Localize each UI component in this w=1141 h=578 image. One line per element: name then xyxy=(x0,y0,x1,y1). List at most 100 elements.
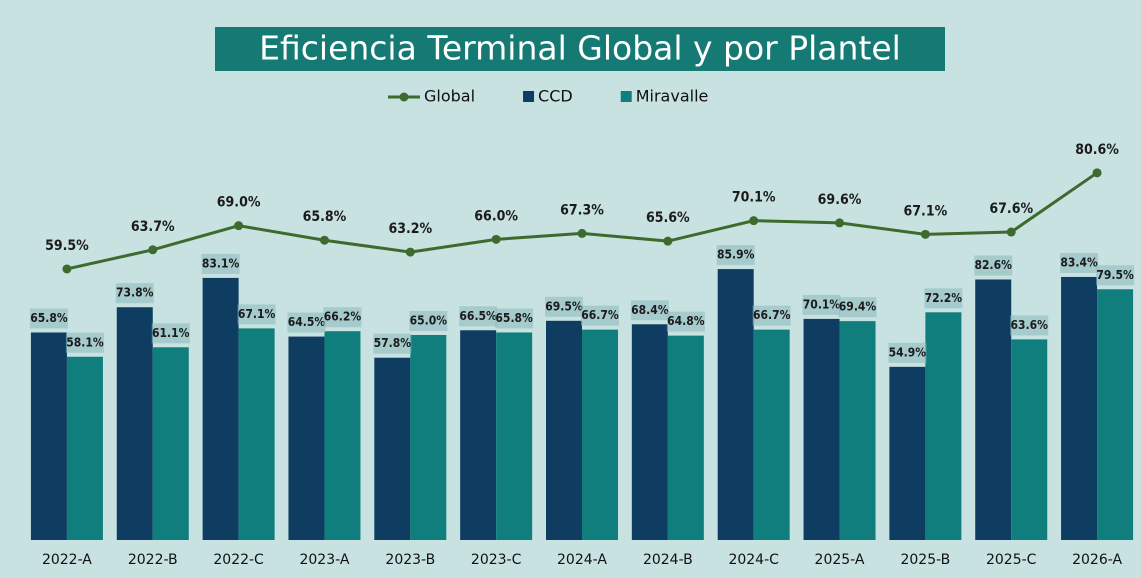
x-tick-label: 2024-C xyxy=(728,552,779,568)
x-tick-label: 2023-C xyxy=(471,552,522,568)
line-value-label: 63.2% xyxy=(388,221,432,237)
bar-value-label: 70.1% xyxy=(803,297,841,311)
label-bg xyxy=(373,333,412,354)
label-bg xyxy=(974,255,1013,276)
label-bg xyxy=(201,253,240,274)
bar-value-label: 79.5% xyxy=(1096,268,1134,282)
bar xyxy=(753,329,790,540)
bar xyxy=(238,328,275,540)
bar-value-label: 83.4% xyxy=(1060,255,1098,269)
bar xyxy=(202,277,239,540)
bar xyxy=(1011,339,1048,540)
line-marker xyxy=(62,264,72,274)
bar xyxy=(1061,276,1098,540)
bar xyxy=(116,307,153,540)
line-marker xyxy=(835,218,845,228)
bar xyxy=(889,366,926,540)
bar-value-label: 69.4% xyxy=(839,300,877,314)
bar xyxy=(496,332,533,540)
bar xyxy=(1097,289,1134,540)
bar-value-label: 68.4% xyxy=(631,303,669,317)
line-marker xyxy=(663,236,673,246)
legend-marker xyxy=(399,92,409,102)
x-tick-label: 2025-B xyxy=(900,552,950,568)
label-bg xyxy=(802,294,841,315)
bar-value-label: 85.9% xyxy=(717,248,755,262)
label-bg xyxy=(752,305,791,326)
bar-value-label: 82.6% xyxy=(975,258,1013,272)
legend-swatch xyxy=(620,91,632,102)
bar-value-label: 66.7% xyxy=(581,308,619,322)
title-box xyxy=(215,27,945,71)
bar-value-label: 61.1% xyxy=(152,326,190,340)
bar-value-label: 58.1% xyxy=(66,335,104,349)
label-bg xyxy=(29,308,68,329)
label-bg xyxy=(666,311,705,332)
label-bg xyxy=(1096,265,1135,286)
x-tick-label: 2025-C xyxy=(986,552,1037,568)
bar-value-label: 64.8% xyxy=(667,314,705,328)
bar xyxy=(152,347,189,540)
label-bg xyxy=(1010,315,1049,336)
bar xyxy=(374,357,411,540)
line-value-label: 67.6% xyxy=(989,201,1033,217)
bar-value-label: 57.8% xyxy=(374,336,412,350)
line-marker xyxy=(1092,168,1102,178)
bar xyxy=(324,331,361,540)
line-marker xyxy=(491,234,501,244)
chart-title: Eficiencia Terminal Global y por Plantel xyxy=(259,29,901,68)
line-marker xyxy=(749,216,759,226)
line-value-label: 80.6% xyxy=(1075,142,1119,158)
bar-value-label: 66.2% xyxy=(324,310,362,324)
bar xyxy=(30,332,67,540)
line-marker xyxy=(148,245,158,255)
label-bg xyxy=(630,300,669,321)
bar-value-label: 66.7% xyxy=(753,308,791,322)
legend: Global CCD Miravalle xyxy=(388,87,708,106)
bar xyxy=(839,321,876,540)
line-value-label: 59.5% xyxy=(45,238,89,254)
bar xyxy=(460,330,497,540)
label-bg xyxy=(237,304,276,325)
label-bg xyxy=(409,311,448,331)
line-value-label: 70.1% xyxy=(732,190,776,206)
bar xyxy=(288,336,325,540)
bar-value-label: 65.0% xyxy=(410,314,448,328)
legend-label: CCD xyxy=(538,87,573,106)
bar-value-label: 69.5% xyxy=(545,299,583,313)
line-value-label: 67.3% xyxy=(560,202,604,218)
label-bg xyxy=(287,312,326,333)
line-value-label: 69.0% xyxy=(217,195,261,211)
bar-value-label: 65.8% xyxy=(495,311,533,325)
label-bg xyxy=(838,297,877,318)
label-bg xyxy=(65,332,104,353)
legend-label: Global xyxy=(424,87,475,106)
bar xyxy=(717,269,754,540)
bar-value-label: 67.1% xyxy=(238,307,276,321)
line-marker xyxy=(405,247,415,257)
x-tick-label: 2023-B xyxy=(385,552,435,568)
label-bg xyxy=(716,245,755,266)
line-value-label: 69.6% xyxy=(818,192,862,208)
legend-label: Miravalle xyxy=(636,87,709,106)
line-value-label: 67.1% xyxy=(904,203,948,219)
legend-swatch xyxy=(523,91,535,102)
x-tick-label: 2026-A xyxy=(1072,552,1122,568)
line-value-label: 65.6% xyxy=(646,210,690,226)
bar xyxy=(546,320,582,540)
label-bg xyxy=(323,307,362,328)
label-bg xyxy=(1060,252,1099,273)
label-bg xyxy=(545,296,583,317)
x-tick-label: 2024-A xyxy=(557,552,607,568)
line-value-label: 65.8% xyxy=(303,209,347,225)
bar-value-label: 64.5% xyxy=(288,315,326,329)
label-bg xyxy=(924,288,963,309)
bar xyxy=(925,312,962,540)
x-tick-label: 2022-C xyxy=(213,552,264,568)
line-marker xyxy=(319,235,329,245)
x-tick-label: 2023-A xyxy=(299,552,349,568)
bar xyxy=(803,318,840,540)
bar-value-label: 54.9% xyxy=(889,345,927,359)
label-bg xyxy=(115,283,154,304)
x-tick-label: 2024-B xyxy=(643,552,693,568)
